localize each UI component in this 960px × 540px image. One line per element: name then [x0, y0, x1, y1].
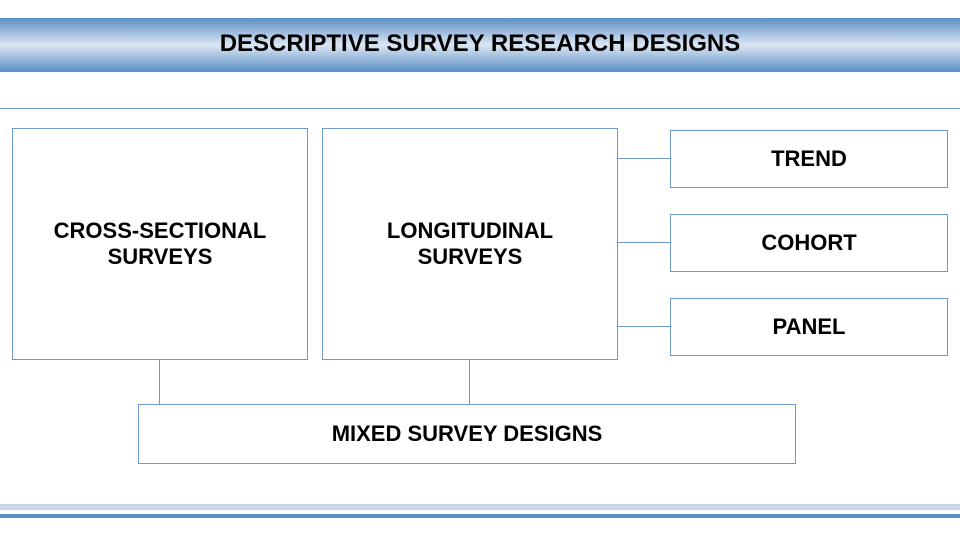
box-panel: PANEL — [670, 298, 948, 356]
box-longitudinal-surveys: LONGITUDINALSURVEYS — [322, 128, 618, 360]
box-label: CROSS-SECTIONALSURVEYS — [54, 218, 267, 271]
connector-longitudinal-to-panel — [618, 326, 670, 327]
box-label: PANEL — [773, 314, 846, 340]
box-cohort: COHORT — [670, 214, 948, 272]
box-cross-sectional-surveys: CROSS-SECTIONALSURVEYS — [12, 128, 308, 360]
connector-cross-sectional-to-mixed — [159, 360, 160, 404]
connector-longitudinal-to-trend — [618, 158, 670, 159]
box-mixed-survey-designs: MIXED SURVEY DESIGNS — [138, 404, 796, 464]
box-trend: TREND — [670, 130, 948, 188]
box-label: COHORT — [761, 230, 856, 256]
connector-longitudinal-to-mixed — [469, 360, 470, 404]
diagram-canvas: DESCRIPTIVE SURVEY RESEARCH DESIGNS CROS… — [0, 0, 960, 540]
footer-decoration — [0, 504, 960, 518]
box-label: LONGITUDINALSURVEYS — [387, 218, 553, 271]
box-label: MIXED SURVEY DESIGNS — [332, 421, 603, 447]
box-label: TREND — [771, 146, 847, 172]
footer-line-2 — [0, 514, 960, 518]
divider-rule — [0, 108, 960, 109]
page-title: DESCRIPTIVE SURVEY RESEARCH DESIGNS — [0, 30, 960, 58]
connector-longitudinal-to-cohort — [618, 242, 670, 243]
